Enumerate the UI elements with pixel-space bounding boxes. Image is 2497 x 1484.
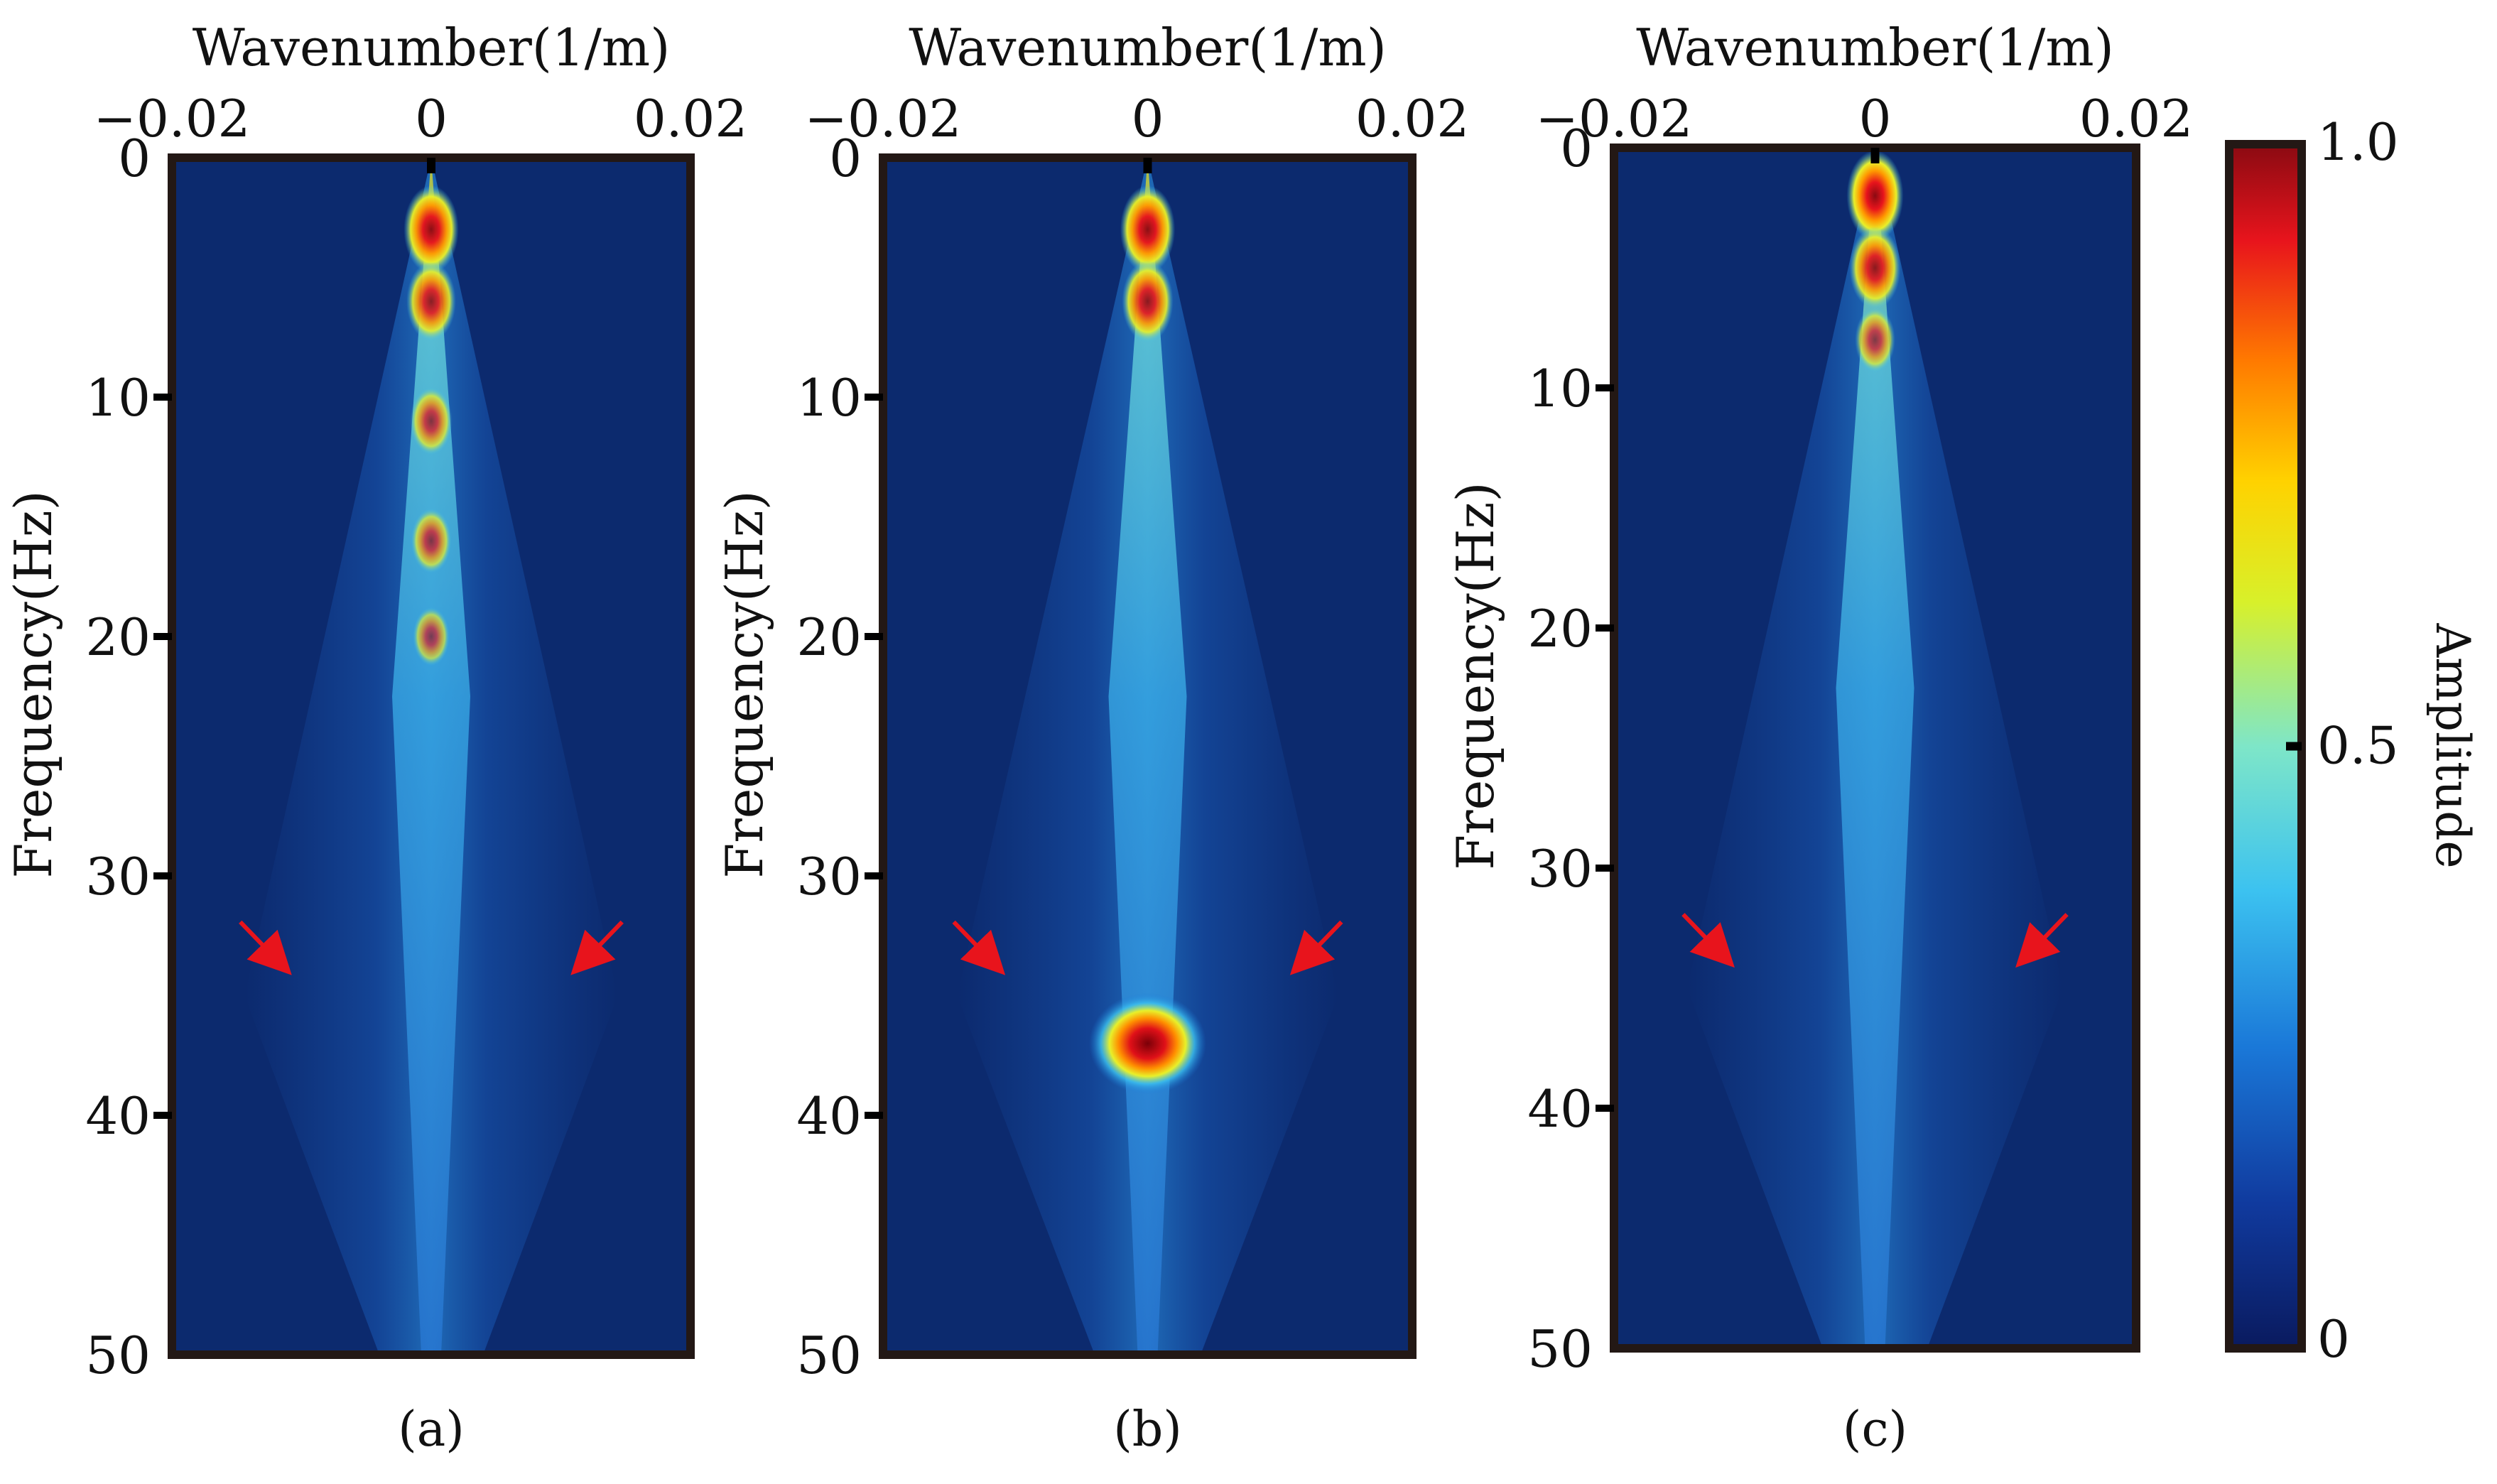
panel-1: −0.02 0 0.02Wavenumber(1/m)01020304050Freq… <box>4 18 747 1458</box>
hotspot-2 <box>1122 260 1174 342</box>
red-arrow-1 <box>952 920 1006 975</box>
hotspot-1 <box>1120 185 1176 274</box>
x-tick-label: 0 <box>1859 89 1892 148</box>
red-arrow-1 <box>239 920 292 975</box>
colorbar-tick-label: 0.5 <box>2317 716 2399 776</box>
y-tick-label: 40 <box>85 1086 151 1146</box>
panel-2: −0.02 0 0.02Wavenumber(1/m)01020304050Freq… <box>715 18 1469 1458</box>
y-tick-label: 50 <box>796 1326 862 1385</box>
y-tick-label: 10 <box>1527 359 1593 418</box>
y-tick-label: 50 <box>85 1326 151 1385</box>
hotspot-5 <box>413 607 450 666</box>
panel-3: −0.02 0 0.02Wavenumber(1/m)01020304050Freq… <box>1446 18 2193 1458</box>
y-tick-label: 0 <box>829 129 862 188</box>
y-axis-title: Frequency(Hz) <box>4 490 63 878</box>
red-arrow-2 <box>2015 913 2069 968</box>
hotspot-2 <box>406 261 456 341</box>
x-tick-label: −0.02 <box>94 89 251 148</box>
panel-label: (b) <box>1113 1402 1182 1458</box>
y-tick-label: 10 <box>796 368 862 428</box>
red-arrow-2 <box>1289 920 1343 975</box>
energy-spine <box>392 158 470 1355</box>
y-tick-label: 40 <box>796 1086 862 1146</box>
x-tick-label: 0 <box>415 89 448 148</box>
hotspot-1 <box>1846 150 1904 242</box>
hotspot-3 <box>1855 308 1895 372</box>
x-tick-label: 0 <box>1132 89 1164 148</box>
y-tick-label: 0 <box>118 129 151 188</box>
y-tick-label: 30 <box>1527 839 1593 899</box>
x-axis-title: Wavenumber(1/m) <box>1636 18 2114 77</box>
x-tick-label: 0.02 <box>1355 89 1469 148</box>
colorbar-label: Amplitude <box>2425 622 2480 868</box>
y-axis-title: Frequency(Hz) <box>715 490 774 878</box>
energy-spine <box>1836 148 1914 1348</box>
y-tick-label: 40 <box>1527 1079 1593 1139</box>
hotspot-1 <box>403 185 459 274</box>
hotspot-2 <box>1849 227 1901 309</box>
x-tick-label: 0.02 <box>2079 89 2193 148</box>
panel-label: (a) <box>398 1402 465 1458</box>
colorbar: 1.0 0.5 0 Amplitude <box>2225 112 2480 1369</box>
panel-label: (c) <box>1843 1402 1907 1458</box>
y-tick-label: 50 <box>1527 1319 1593 1379</box>
hotspot-3 <box>410 387 453 455</box>
x-axis-title: Wavenumber(1/m) <box>909 18 1387 77</box>
x-tick-label: 0.02 <box>634 89 747 148</box>
hotspot-4 <box>411 508 452 573</box>
x-axis-title: Wavenumber(1/m) <box>193 18 671 77</box>
colorbar-tick-label: 0 <box>2317 1309 2350 1369</box>
red-arrow-1 <box>1681 913 1735 968</box>
x-tick-label: −0.02 <box>1536 89 1693 148</box>
y-tick-label: 30 <box>85 847 151 906</box>
y-tick-label: 20 <box>85 607 151 667</box>
y-tick-label: 10 <box>85 368 151 428</box>
x-tick-label: −0.02 <box>805 89 962 148</box>
y-axis-title: Frequency(Hz) <box>1446 482 1505 870</box>
y-tick-label: 20 <box>796 607 862 667</box>
y-tick-label: 20 <box>1527 599 1593 659</box>
hotspot-3 <box>1089 992 1206 1095</box>
colorbar-tick-label: 1.0 <box>2317 112 2399 172</box>
y-tick-label: 30 <box>796 847 862 906</box>
red-arrow-2 <box>570 920 624 975</box>
y-tick-label: 0 <box>1560 119 1593 178</box>
